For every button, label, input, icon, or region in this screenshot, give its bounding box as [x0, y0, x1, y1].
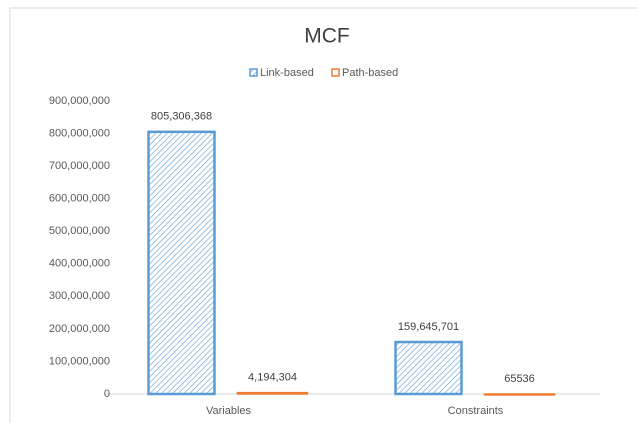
legend-swatch: [249, 68, 258, 77]
chart-title: MCF: [304, 25, 350, 48]
y-tick-label: 700,000,000: [49, 160, 110, 172]
bar: [236, 391, 309, 395]
y-tick-label: 0: [104, 388, 110, 400]
y-tick-label: 900,000,000: [49, 95, 110, 107]
y-tick-label: 400,000,000: [49, 258, 110, 270]
legend-label: Path-based: [342, 67, 398, 79]
bar: [483, 393, 556, 396]
legend-label: Link-based: [260, 67, 314, 79]
bar: [394, 340, 463, 396]
value-label: 4,194,304: [248, 372, 297, 384]
value-label: 65536: [504, 373, 535, 385]
chart-frame: [9, 7, 637, 423]
y-tick-label: 300,000,000: [49, 290, 110, 302]
x-tick-label: Variables: [206, 405, 252, 417]
value-label: 159,645,701: [398, 321, 459, 333]
y-tick-label: 800,000,000: [49, 127, 110, 139]
y-tick-label: 600,000,000: [49, 193, 110, 205]
bar: [147, 130, 216, 396]
y-tick-label: 500,000,000: [49, 225, 110, 237]
y-tick-label: 200,000,000: [49, 323, 110, 335]
value-label: 805,306,368: [151, 111, 212, 123]
x-tick-label: Constraints: [448, 405, 504, 417]
y-tick-label: 100,000,000: [49, 355, 110, 367]
legend-swatch: [331, 68, 340, 77]
